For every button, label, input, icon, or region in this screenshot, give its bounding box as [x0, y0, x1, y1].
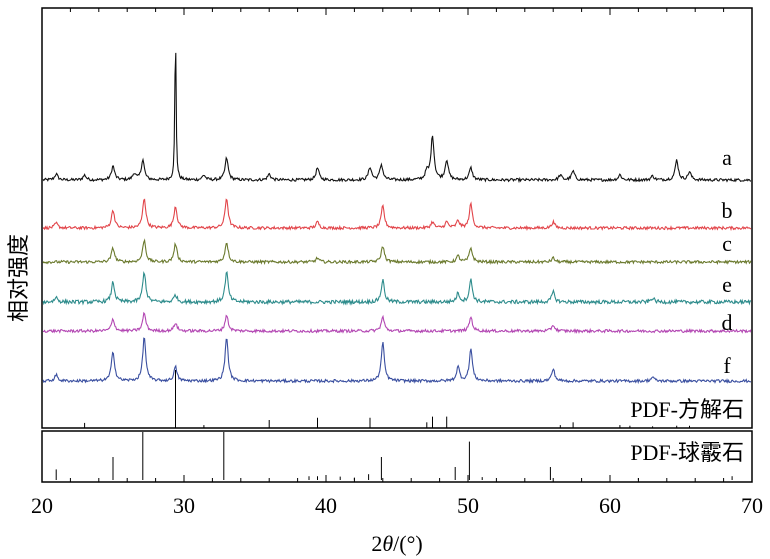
series-label-d: d [722, 310, 733, 335]
x-tick-label-40: 40 [315, 493, 337, 518]
series-label-a: a [722, 145, 732, 170]
x-axis-label-2: 2 [371, 531, 382, 556]
x-axis-tick-labels: 20 30 40 50 60 70 [31, 493, 763, 518]
series-label-f: f [723, 353, 731, 378]
series-layer [42, 52, 752, 385]
x-tick-label-70: 70 [741, 493, 763, 518]
series-line-c [42, 238, 752, 266]
reference-calcite-lines [84, 370, 690, 428]
series-label-c: c [722, 231, 732, 256]
upper-plot-frame [41, 7, 753, 429]
y-axis-label: 相对强度 [7, 234, 32, 322]
series-line-a [42, 52, 752, 184]
x-axis-ticks [41, 8, 753, 482]
x-tick-label-30: 30 [173, 493, 195, 518]
series-label-b: b [722, 198, 733, 223]
reference-label-calcite: PDF-方解石 [630, 397, 744, 422]
x-axis-label: 2θ/(°) [371, 531, 422, 556]
series-line-b [42, 198, 752, 232]
x-tick-label-50: 50 [457, 493, 479, 518]
reference-vaterite-lines [55, 432, 733, 480]
series-label-e: e [722, 272, 732, 297]
x-axis-label-unit: /(°) [393, 531, 423, 556]
series-line-e [42, 271, 752, 306]
x-axis-label-theta: θ [382, 531, 393, 556]
x-tick-label-20: 20 [31, 493, 53, 518]
series-line-f [42, 337, 752, 385]
lower-plot-frame [41, 430, 753, 483]
x-tick-label-60: 60 [599, 493, 621, 518]
series-line-d [42, 311, 752, 334]
reference-label-vaterite: PDF-球霰石 [630, 440, 744, 465]
